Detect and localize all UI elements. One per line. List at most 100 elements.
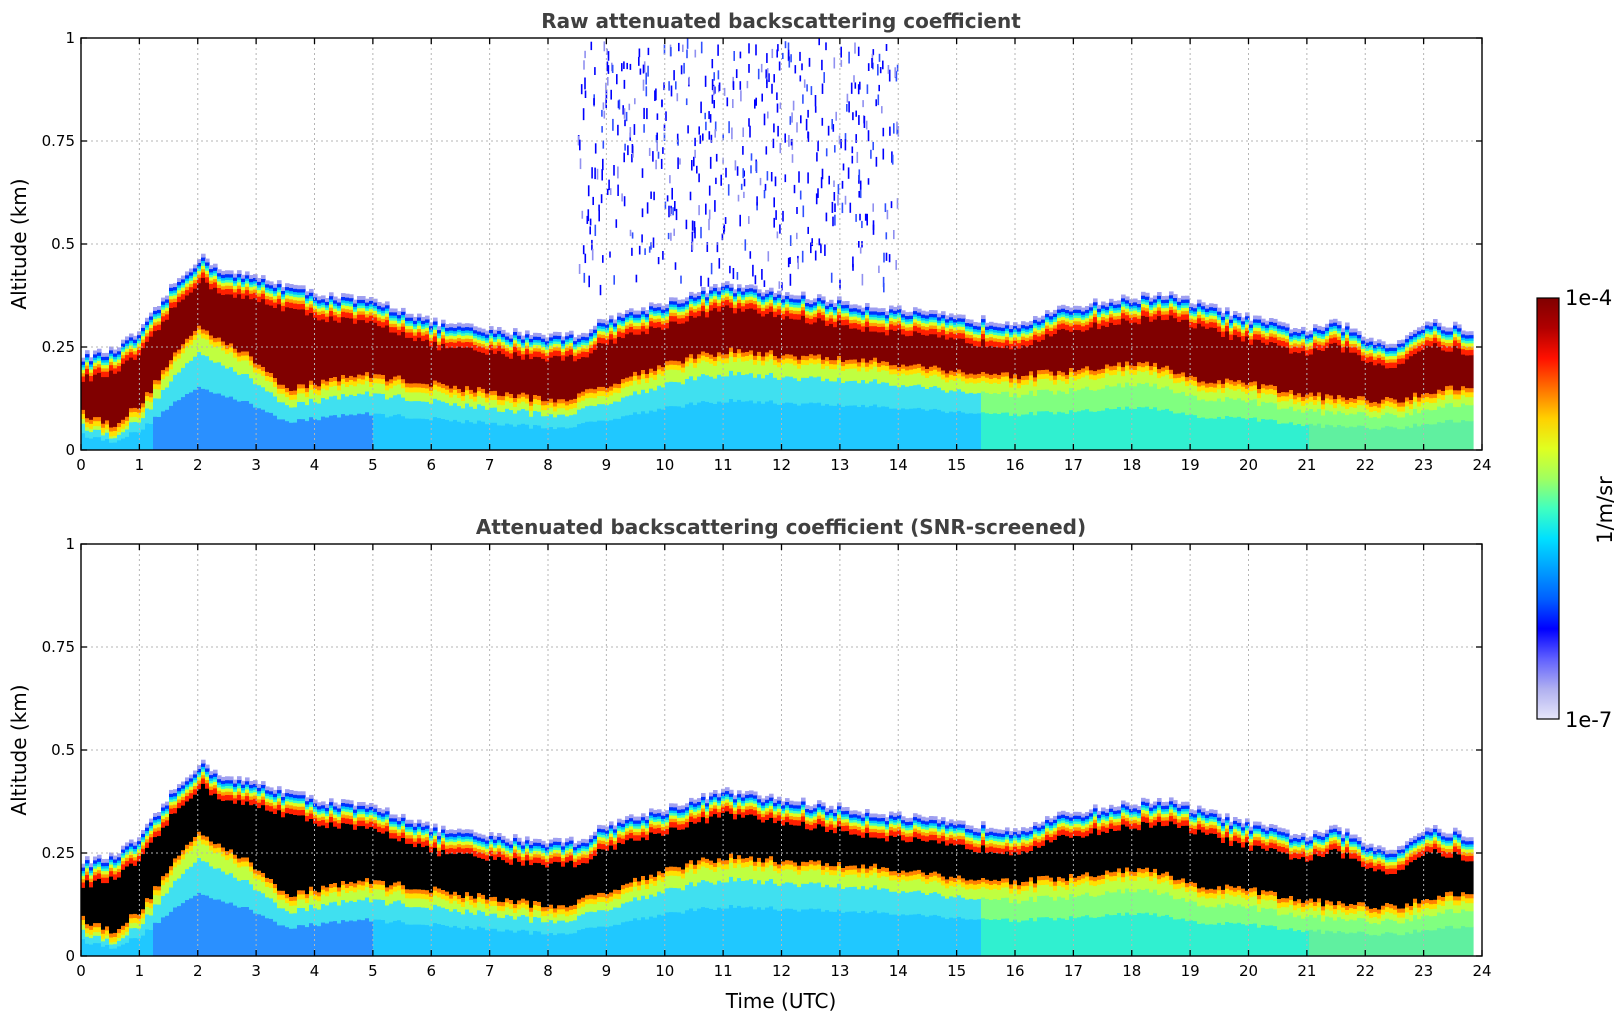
noise-speckle — [715, 153, 718, 162]
heatmap-column-band — [1205, 311, 1210, 315]
heatmap-column-band — [145, 332, 150, 337]
heatmap-column-band — [257, 284, 262, 288]
heatmap-column-band — [1209, 326, 1214, 383]
noise-speckle — [579, 139, 581, 151]
heatmap-column-band — [617, 324, 622, 329]
heatmap-column-band — [845, 312, 850, 317]
heatmap-column-band — [1145, 301, 1150, 305]
noise-speckle — [801, 250, 804, 263]
heatmap-column-band — [689, 298, 694, 302]
noise-speckle — [887, 65, 890, 74]
heatmap-column-band — [1405, 425, 1410, 450]
heatmap-column-band — [573, 352, 578, 356]
heatmap-column-band — [245, 280, 250, 284]
heatmap-column-band — [197, 265, 202, 269]
heatmap-column-band — [117, 347, 122, 352]
heatmap-column-band — [765, 301, 770, 306]
heatmap-column-band — [1357, 349, 1362, 356]
heatmap-column-band — [249, 289, 254, 294]
heatmap-column-band — [1085, 324, 1090, 331]
heatmap-column-band — [801, 402, 806, 450]
heatmap-column-band — [113, 358, 118, 362]
heatmap-column-band — [897, 308, 902, 313]
heatmap-column-band — [1325, 393, 1330, 399]
heatmap-column-band — [357, 307, 362, 312]
heatmap-column-band — [1441, 329, 1446, 334]
heatmap-column-band — [85, 353, 90, 358]
heatmap-column-band — [197, 282, 202, 326]
heatmap-column-band — [749, 349, 754, 355]
heatmap-column-band — [381, 321, 386, 328]
heatmap-column-band — [109, 353, 114, 357]
heatmap-column-band — [1357, 354, 1362, 397]
heatmap-column-band — [901, 364, 906, 369]
heatmap-column-band — [385, 312, 390, 317]
heatmap-column-band — [873, 366, 878, 380]
heatmap-column-band — [421, 340, 426, 384]
heatmap-column-band — [1133, 408, 1138, 450]
heatmap-column-band — [797, 304, 802, 308]
heatmap-column-band — [197, 273, 202, 278]
heatmap-column-band — [1017, 382, 1022, 389]
heatmap-column-band — [213, 341, 218, 348]
heatmap-column-band — [713, 307, 718, 357]
heatmap-column-band — [513, 351, 518, 398]
heatmap-column-band — [877, 311, 882, 316]
heatmap-column-band — [633, 322, 638, 326]
heatmap-column-band — [1465, 342, 1470, 347]
heatmap-column-band — [697, 353, 702, 359]
heatmap-column-band — [729, 347, 734, 352]
heatmap-column-band — [633, 375, 638, 381]
heatmap-column-band — [937, 376, 942, 388]
heatmap-column-band — [965, 378, 970, 384]
heatmap-column-band — [113, 373, 118, 427]
heatmap-column-band — [1193, 322, 1198, 329]
heatmap-column-band — [341, 316, 346, 375]
heatmap-column-band — [1205, 322, 1210, 329]
heatmap-column-band — [1445, 351, 1450, 387]
heatmap-column-band — [1209, 303, 1214, 308]
heatmap-column-band — [561, 360, 566, 400]
heatmap-column-band — [981, 321, 986, 325]
heatmap-column-band — [237, 351, 242, 357]
heatmap-column-band — [217, 292, 222, 338]
heatmap-column-band — [1313, 327, 1318, 332]
heatmap-column-band — [765, 351, 770, 357]
heatmap-column-band — [813, 305, 818, 309]
heatmap-column-band — [389, 315, 394, 319]
heatmap-column-band — [637, 383, 642, 395]
noise-speckle — [833, 192, 836, 201]
heatmap-column-band — [325, 398, 330, 418]
heatmap-column-band — [1149, 369, 1154, 376]
heatmap-column-band — [1261, 327, 1266, 331]
heatmap-column-band — [1401, 411, 1406, 418]
heatmap-column-band — [1241, 417, 1246, 450]
heatmap-column-band — [1437, 326, 1442, 330]
heatmap-column-band — [717, 355, 722, 362]
heatmap-column-band — [745, 373, 750, 402]
heatmap-column-band — [769, 294, 774, 298]
heatmap-column-band — [1333, 413, 1338, 428]
heatmap-column-band — [873, 319, 878, 323]
heatmap-column-band — [1405, 338, 1410, 343]
heatmap-column-band — [821, 314, 826, 321]
heatmap-column-band — [613, 343, 618, 384]
heatmap-column-band — [553, 401, 558, 407]
heatmap-column-band — [1197, 417, 1202, 450]
heatmap-column-band — [869, 405, 874, 450]
heatmap-column-band — [697, 357, 702, 364]
heatmap-column-band — [457, 337, 462, 342]
heatmap-column-band — [825, 320, 830, 326]
noise-speckle — [635, 274, 638, 283]
heatmap-column-band — [841, 370, 846, 383]
heatmap-column-band — [533, 344, 538, 349]
heatmap-column-band — [1421, 340, 1426, 345]
heatmap-column-band — [1161, 310, 1166, 315]
heatmap-column-band — [113, 435, 118, 439]
heatmap-column-band — [1453, 336, 1458, 341]
heatmap-column-band — [821, 368, 826, 382]
heatmap-column-band — [965, 333, 970, 338]
heatmap-column-band — [1425, 401, 1430, 410]
heatmap-column-band — [445, 389, 450, 395]
heatmap-column-band — [1065, 324, 1070, 331]
